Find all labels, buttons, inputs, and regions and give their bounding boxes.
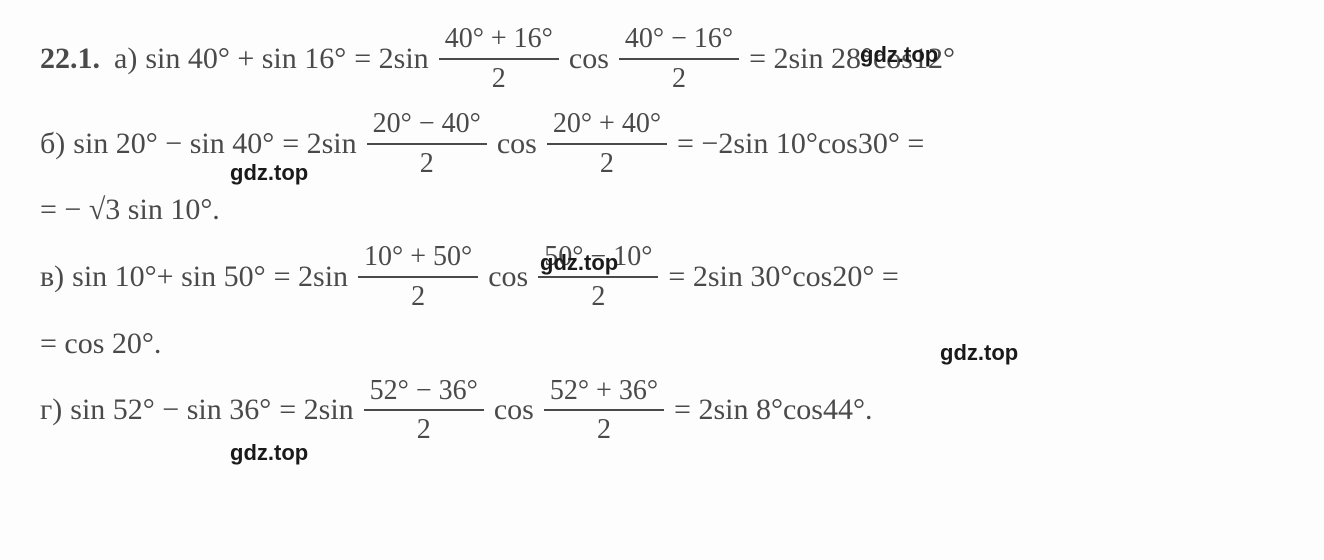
part-label-v: в)	[40, 259, 64, 295]
line-g: г) sin 52° − sin 36° = 2sin 52° − 36° 2 …	[40, 374, 1284, 447]
line-b: б) sin 20° − sin 40° = 2sin 20° − 40° 2 …	[40, 107, 1284, 180]
frac2-bot-a: 2	[619, 58, 739, 96]
cont-v: = cos 20°.	[40, 326, 161, 362]
lhs-a: sin 40° + sin 16°	[145, 41, 346, 77]
rhs-v: = 2sin 30°cos20° =	[668, 259, 898, 295]
line-v: в) sin 10°+ sin 50° = 2sin 10° + 50° 2 c…	[40, 240, 1284, 313]
line-a: 22.1. а) sin 40° + sin 16° = 2sin 40° + …	[40, 22, 1284, 95]
cos-g: cos	[494, 392, 534, 428]
frac2-bot-v: 2	[538, 276, 658, 314]
pre-v: = 2sin	[274, 259, 348, 295]
rhs-g: = 2sin 8°cos44°.	[674, 392, 872, 428]
frac2-bot-g: 2	[544, 409, 664, 447]
pre-a: = 2sin	[354, 41, 428, 77]
cont-b: = − √3 sin 10°.	[40, 192, 220, 228]
frac1-bot-v: 2	[358, 276, 478, 314]
part-label-g: г)	[40, 392, 62, 428]
math-page: 22.1. а) sin 40° + sin 16° = 2sin 40° + …	[0, 0, 1324, 469]
lhs-v: sin 10°+ sin 50°	[72, 259, 265, 295]
frac1-b: 20° − 40° 2	[367, 107, 487, 180]
frac2-b: 20° + 40° 2	[547, 107, 667, 180]
pre-g: = 2sin	[279, 392, 353, 428]
rhs-a: = 2sin 28°cos12°	[749, 41, 955, 77]
frac2-top-b: 20° + 40°	[547, 107, 667, 143]
line-v-cont: = cos 20°.	[40, 326, 1284, 362]
frac1-a: 40° + 16° 2	[439, 22, 559, 95]
frac1-v: 10° + 50° 2	[358, 240, 478, 313]
frac2-top-v: 50° − 10°	[538, 240, 658, 276]
frac1-bot-a: 2	[439, 58, 559, 96]
frac2-g: 52° + 36° 2	[544, 374, 664, 447]
part-label-b: б)	[40, 126, 65, 162]
frac2-v: 50° − 10° 2	[538, 240, 658, 313]
frac2-bot-b: 2	[547, 143, 667, 181]
cos-a: cos	[569, 41, 609, 77]
frac1-g: 52° − 36° 2	[364, 374, 484, 447]
cos-v: cos	[488, 259, 528, 295]
frac2-top-g: 52° + 36°	[544, 374, 664, 410]
frac1-top-g: 52° − 36°	[364, 374, 484, 410]
frac1-top-a: 40° + 16°	[439, 22, 559, 58]
cos-b: cos	[497, 126, 537, 162]
frac1-top-v: 10° + 50°	[358, 240, 478, 276]
lhs-g: sin 52° − sin 36°	[70, 392, 271, 428]
lhs-b: sin 20° − sin 40°	[73, 126, 274, 162]
frac1-bot-g: 2	[364, 409, 484, 447]
frac1-bot-b: 2	[367, 143, 487, 181]
frac2-top-a: 40° − 16°	[619, 22, 739, 58]
line-b-cont: = − √3 sin 10°.	[40, 192, 1284, 228]
part-label-a: а)	[114, 41, 137, 77]
frac2-a: 40° − 16° 2	[619, 22, 739, 95]
problem-number: 22.1.	[40, 41, 100, 77]
pre-b: = 2sin	[282, 126, 356, 162]
frac1-top-b: 20° − 40°	[367, 107, 487, 143]
rhs-b: = −2sin 10°cos30° =	[677, 126, 924, 162]
